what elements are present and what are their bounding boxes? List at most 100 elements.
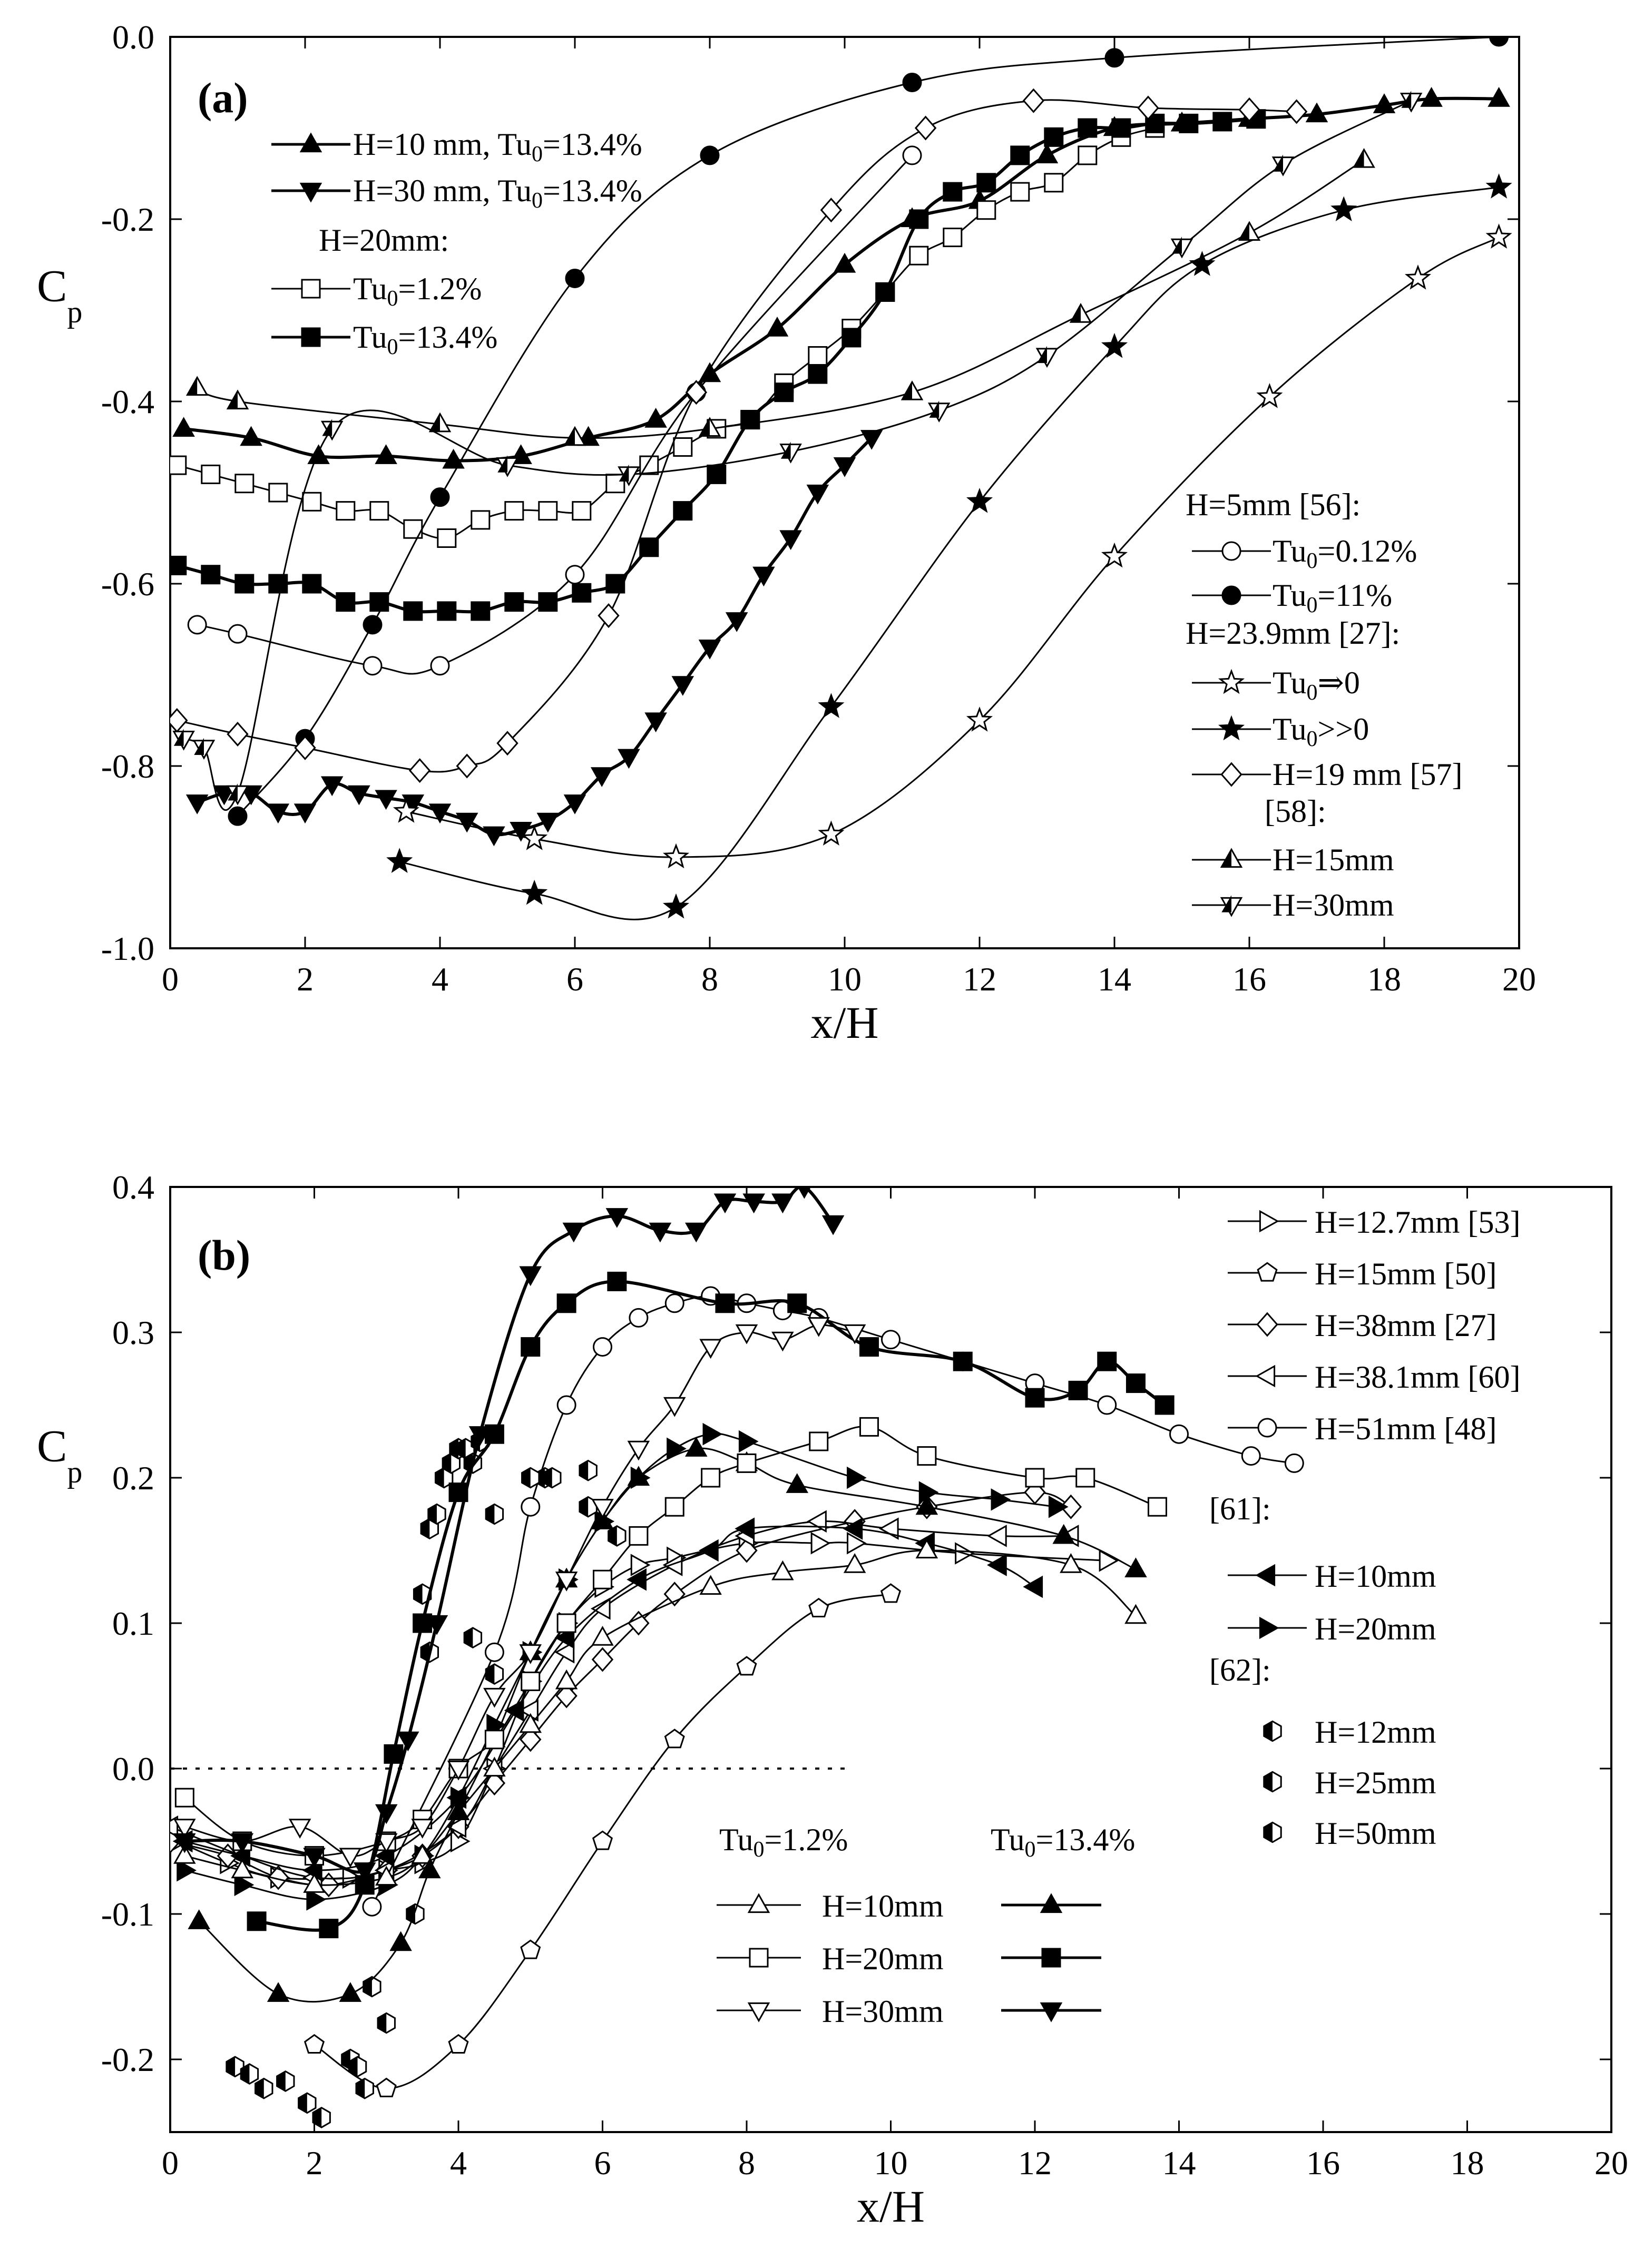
legend-label: H=51mm [48] (1315, 1411, 1496, 1446)
legend-marker (1255, 1564, 1276, 1587)
data-point (442, 448, 465, 469)
data-point (808, 364, 828, 384)
series-9 (185, 148, 1375, 446)
data-point (519, 1644, 542, 1664)
data-point (572, 583, 592, 603)
data-point (447, 1760, 470, 1781)
legend-heading: H=20mm: (319, 223, 449, 258)
series-line (371, 1295, 1295, 1907)
data-point (667, 1437, 687, 1460)
data-point (607, 1271, 627, 1291)
data-point (201, 565, 221, 585)
data-point (188, 1909, 210, 1929)
data-point (1238, 97, 1260, 122)
data-point (174, 1788, 194, 1808)
data-point (953, 1351, 973, 1371)
data-point (353, 1862, 376, 1882)
data-point (555, 1683, 578, 1709)
data-point (699, 1575, 722, 1595)
series-8 (341, 1459, 598, 2099)
series-layer (170, 1187, 1304, 2128)
data-point (664, 1729, 685, 1749)
data-point (843, 1517, 863, 1540)
data-point (590, 1597, 611, 1620)
data-point (1189, 251, 1216, 276)
legend-marker (1259, 1210, 1279, 1233)
data-point (339, 1848, 362, 1868)
data-point (698, 640, 721, 660)
data-point (302, 492, 322, 512)
data-point (1124, 1604, 1147, 1624)
data-point (375, 444, 397, 464)
data-point (187, 615, 207, 635)
data-point (909, 246, 929, 266)
data-point (430, 656, 450, 676)
legend-marker (1218, 669, 1245, 694)
legend-marker (1259, 1616, 1279, 1639)
data-point (572, 501, 592, 521)
data-point (185, 794, 209, 814)
y-tick-label: -0.8 (101, 748, 154, 785)
legend-label: H=50mm (1315, 1816, 1436, 1851)
series-line (184, 1324, 855, 1857)
data-point (483, 1687, 506, 1708)
data-point (591, 1625, 614, 1646)
data-point (446, 1815, 467, 1838)
data-point (556, 1395, 576, 1415)
data-point (598, 603, 620, 629)
data-point (843, 1553, 866, 1573)
data-point (698, 362, 721, 382)
data-point (664, 1497, 684, 1517)
data-point (294, 735, 316, 760)
data-point (630, 1554, 651, 1576)
data-point (592, 1830, 613, 1850)
data-point (860, 430, 883, 450)
x-tick-label: 12 (1018, 2144, 1052, 2182)
data-point (809, 1431, 829, 1451)
x-tick-label: 0 (162, 2144, 179, 2182)
legend-label: H=30mm (822, 1994, 944, 2029)
data-point (213, 785, 236, 806)
series-11 (188, 1437, 1147, 2003)
legend-marker (1255, 1364, 1276, 1388)
data-point (915, 1538, 938, 1559)
data-point (590, 767, 613, 787)
data-point (1099, 1549, 1119, 1572)
data-point (336, 592, 356, 612)
x-tick-label: 0 (162, 960, 179, 998)
data-point (228, 624, 248, 644)
data-point (737, 1453, 757, 1473)
data-point (519, 1713, 542, 1733)
data-point (363, 615, 383, 635)
data-point (847, 1466, 867, 1489)
data-point (987, 1525, 1007, 1547)
data-point (1101, 332, 1128, 358)
legend-heading: H=23.9mm [27]: (1186, 616, 1400, 651)
series-10 (172, 91, 1423, 811)
data-point (738, 1430, 759, 1453)
data-point (605, 1208, 629, 1228)
legend-marker (747, 2002, 770, 2022)
data-point (808, 346, 828, 366)
y-tick-label: 0.3 (112, 1314, 154, 1351)
legend-heading: [58]: (1265, 794, 1326, 829)
data-point (555, 1572, 578, 1592)
data-point (699, 1539, 719, 1562)
data-point (1104, 48, 1124, 68)
data-point (510, 822, 532, 842)
data-point (538, 592, 558, 612)
data-point (562, 1222, 585, 1243)
data-point (915, 1495, 938, 1515)
data-point (644, 712, 667, 733)
data-point (976, 200, 996, 220)
data-point (397, 1731, 419, 1752)
data-point (902, 145, 922, 165)
x-tick-label: 6 (594, 2144, 611, 2182)
data-point (818, 693, 845, 718)
legend-label: Tu0>>0 (1273, 712, 1369, 751)
data-point (425, 1615, 448, 1635)
data-point (663, 1397, 686, 1417)
data-point (389, 1931, 412, 1951)
data-point (593, 1569, 612, 1589)
